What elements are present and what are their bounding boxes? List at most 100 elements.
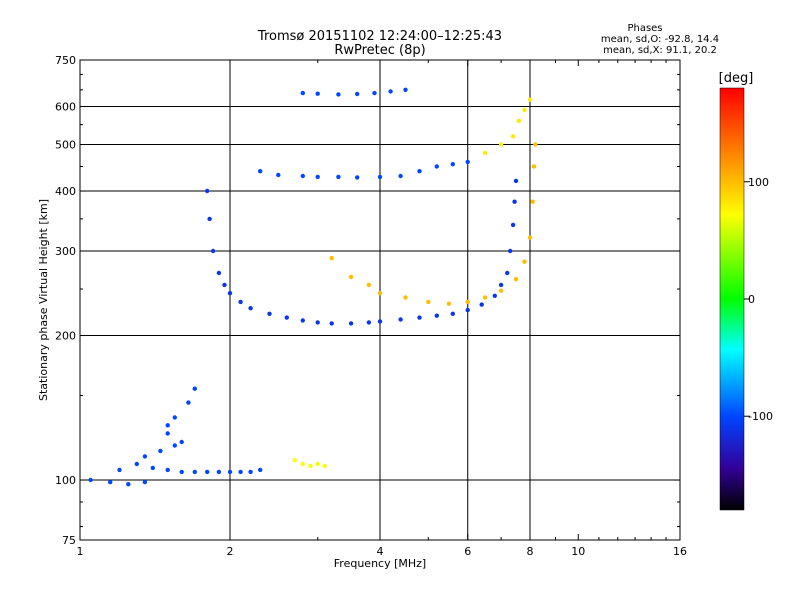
data-point [530, 199, 535, 204]
data-point [465, 307, 470, 313]
data-point [205, 469, 210, 475]
data-point [172, 415, 177, 420]
data-point [372, 90, 377, 96]
grid-lines [80, 60, 680, 540]
data-point [446, 301, 452, 306]
data-point [417, 315, 422, 320]
colorbar-label: [deg] [719, 71, 754, 86]
data-point [513, 178, 519, 184]
data-point [258, 169, 263, 174]
data-point [450, 311, 455, 316]
y-tick-label: 750 [55, 54, 76, 67]
data-point [126, 482, 131, 487]
y-tick-label: 600 [55, 101, 76, 114]
data-point [434, 164, 439, 169]
data-point [108, 479, 113, 485]
stats-x-line: mean, sd,X: 91.1, 20.2 [603, 45, 717, 56]
data-point [533, 142, 538, 147]
chart-subtitle: RwPretec (8p) [334, 43, 425, 58]
y-tick-label: 400 [55, 185, 76, 198]
data-point [498, 288, 504, 293]
data-point [388, 89, 393, 94]
x-tick-label: 2 [227, 545, 234, 558]
data-point [492, 293, 497, 298]
y-axis-label: Stationary phase Virtual Height [km] [37, 199, 50, 401]
x-tick-label: 16 [673, 545, 687, 558]
y-tick-label: 500 [55, 139, 76, 152]
data-point [322, 463, 327, 469]
data-point [142, 479, 148, 485]
data-point [513, 277, 519, 282]
data-point [300, 318, 305, 323]
data-point [348, 274, 354, 280]
data-point [426, 299, 431, 305]
data-point [292, 458, 298, 463]
data-point [210, 248, 216, 254]
data-point [522, 259, 527, 264]
data-point [308, 463, 313, 469]
data-point [315, 461, 320, 467]
chart-title: Tromsø 20151102 12:24:00–12:25:43 [257, 29, 502, 44]
data-point [315, 174, 320, 180]
data-point [403, 87, 408, 93]
data-point [165, 423, 170, 428]
data-point [300, 90, 305, 96]
data-point [172, 443, 177, 448]
data-point [417, 169, 422, 174]
data-point [192, 469, 197, 475]
data-point [186, 400, 191, 405]
data-point [165, 431, 170, 436]
data-point [205, 188, 210, 194]
data-point [377, 174, 383, 180]
data-point [117, 467, 122, 473]
data-point [300, 461, 305, 467]
data-point [207, 216, 212, 222]
data-point [158, 448, 163, 454]
data-point [510, 134, 516, 139]
x-tick-label: 8 [527, 545, 534, 558]
data-point [267, 311, 272, 316]
x-tick-label: 6 [464, 545, 471, 558]
data-point [315, 320, 320, 325]
data-point [465, 299, 470, 305]
data-point [398, 317, 403, 322]
data-point [248, 306, 253, 311]
data-point [179, 439, 184, 445]
data-point [336, 92, 341, 97]
y-axis-ticks: 75 100 200 300 400 500 600 750 [55, 54, 680, 547]
colorbar-tick-label: 0 [748, 293, 755, 306]
data-point [450, 162, 455, 167]
data-point [479, 302, 484, 307]
data-point [403, 295, 408, 300]
data-point [216, 469, 222, 475]
data-point [366, 320, 372, 325]
data-point [531, 164, 537, 169]
data-point [510, 222, 516, 228]
data-point [248, 469, 253, 475]
x-axis-ticks: 1 2 4 6 8 10 16 [77, 60, 687, 558]
data-point [216, 270, 222, 276]
data-point [227, 291, 233, 296]
colorbar-tick-label: -100 [748, 410, 773, 423]
data-point [465, 159, 470, 165]
data-point [527, 97, 533, 102]
data-point [512, 199, 517, 204]
data-point [284, 315, 289, 320]
data-point [434, 313, 439, 318]
data-point [336, 174, 341, 180]
colorbar [719, 87, 745, 511]
colorbar-ticks: 100 0 -100 [744, 176, 773, 423]
data-point [516, 118, 522, 124]
x-axis-label: Frequency [MHz] [334, 557, 426, 570]
data-point [522, 107, 527, 113]
data-points [88, 87, 538, 487]
data-point [88, 477, 93, 483]
data-point [150, 465, 155, 471]
data-point [398, 173, 403, 179]
stats-o-line: mean, sd,O: -92.8, 14.4 [601, 34, 719, 45]
data-point [165, 467, 170, 473]
data-point [238, 469, 243, 475]
data-point [527, 235, 533, 240]
data-point [348, 321, 354, 326]
